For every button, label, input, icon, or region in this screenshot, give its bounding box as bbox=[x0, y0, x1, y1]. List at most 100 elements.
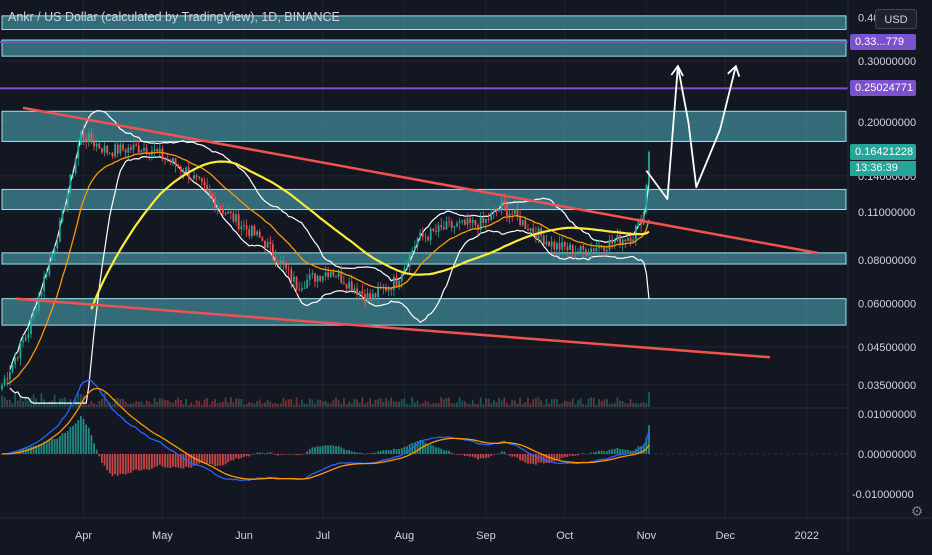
candle-body[interactable] bbox=[261, 237, 264, 241]
candle-body[interactable] bbox=[458, 221, 461, 224]
candle-body[interactable] bbox=[637, 218, 640, 226]
candle-body[interactable] bbox=[237, 214, 240, 230]
candle-body[interactable] bbox=[248, 229, 251, 237]
candle-body[interactable] bbox=[222, 208, 224, 214]
candle-body[interactable] bbox=[608, 239, 611, 250]
candle-body[interactable] bbox=[534, 232, 537, 240]
candle-body[interactable] bbox=[127, 147, 130, 153]
candle-body[interactable] bbox=[645, 185, 648, 212]
candle-body[interactable] bbox=[206, 185, 209, 190]
candle-body[interactable] bbox=[82, 131, 85, 139]
candle-body[interactable] bbox=[314, 273, 316, 282]
candle-body[interactable] bbox=[629, 237, 632, 242]
support-resistance-zone[interactable] bbox=[1, 39, 847, 57]
candle-body[interactable] bbox=[232, 213, 235, 222]
candle-body[interactable] bbox=[30, 318, 32, 334]
candle-body[interactable] bbox=[119, 144, 122, 154]
candle-body[interactable] bbox=[577, 251, 579, 253]
candle-body[interactable] bbox=[311, 273, 314, 275]
candle-body[interactable] bbox=[500, 200, 503, 209]
candle-body[interactable] bbox=[135, 144, 138, 146]
candle-body[interactable] bbox=[285, 264, 287, 269]
candle-body[interactable] bbox=[361, 291, 364, 295]
candle-body[interactable] bbox=[22, 340, 24, 343]
candle-body[interactable] bbox=[353, 288, 356, 291]
settings-icon[interactable]: ⚙ bbox=[910, 503, 924, 519]
candle-body[interactable] bbox=[427, 237, 429, 241]
candle-body[interactable] bbox=[66, 192, 69, 209]
candle-body[interactable] bbox=[14, 357, 17, 365]
candle-body[interactable] bbox=[421, 232, 424, 237]
candle-body[interactable] bbox=[161, 148, 164, 159]
candle-body[interactable] bbox=[40, 291, 43, 297]
candle-body[interactable] bbox=[611, 239, 614, 244]
candle-body[interactable] bbox=[293, 276, 295, 282]
candle-body[interactable] bbox=[545, 241, 548, 245]
candle-body[interactable] bbox=[445, 221, 448, 230]
candle-body[interactable] bbox=[511, 213, 514, 215]
candle-body[interactable] bbox=[282, 260, 285, 265]
candle-body[interactable] bbox=[8, 372, 11, 380]
candle-body[interactable] bbox=[642, 211, 645, 225]
candle-body[interactable] bbox=[414, 245, 416, 251]
candle-body[interactable] bbox=[542, 236, 545, 245]
candle-body[interactable] bbox=[306, 279, 308, 288]
candle-body[interactable] bbox=[27, 333, 30, 338]
candle-body[interactable] bbox=[474, 220, 477, 226]
candle-body[interactable] bbox=[111, 152, 114, 157]
candle-body[interactable] bbox=[137, 145, 140, 153]
candle-body[interactable] bbox=[571, 244, 574, 254]
candle-body[interactable] bbox=[364, 294, 366, 302]
candle-body[interactable] bbox=[574, 252, 577, 254]
candle-body[interactable] bbox=[145, 147, 148, 153]
candle-body[interactable] bbox=[603, 247, 606, 252]
candle-body[interactable] bbox=[182, 170, 185, 173]
candle-body[interactable] bbox=[387, 287, 390, 291]
candle-body[interactable] bbox=[229, 211, 232, 214]
candle-body[interactable] bbox=[442, 227, 445, 230]
candle-body[interactable] bbox=[345, 284, 348, 289]
support-resistance-zone[interactable] bbox=[1, 298, 847, 326]
candle-body[interactable] bbox=[553, 241, 556, 250]
candle-body[interactable] bbox=[634, 225, 637, 240]
candle-body[interactable] bbox=[566, 246, 569, 250]
candle-body[interactable] bbox=[337, 271, 340, 277]
candle-body[interactable] bbox=[303, 287, 306, 289]
candle-body[interactable] bbox=[371, 293, 374, 300]
candle-body[interactable] bbox=[390, 287, 393, 290]
candle-body[interactable] bbox=[406, 266, 408, 268]
candle-body[interactable] bbox=[64, 208, 67, 210]
candle-body[interactable] bbox=[403, 267, 406, 275]
candle-body[interactable] bbox=[156, 149, 159, 152]
candle-body[interactable] bbox=[271, 244, 274, 257]
candle-body[interactable] bbox=[624, 239, 627, 242]
candle-body[interactable] bbox=[211, 193, 214, 198]
candle-body[interactable] bbox=[498, 208, 500, 211]
candle-body[interactable] bbox=[616, 235, 619, 241]
candle-body[interactable] bbox=[319, 275, 322, 281]
candle-body[interactable] bbox=[16, 357, 19, 359]
candle-body[interactable] bbox=[490, 212, 493, 220]
horizontal-lines-layer[interactable] bbox=[0, 41, 848, 90]
candle-body[interactable] bbox=[287, 268, 290, 270]
candle-body[interactable] bbox=[195, 175, 198, 177]
candle-body[interactable] bbox=[492, 209, 495, 213]
candle-body[interactable] bbox=[529, 228, 532, 231]
candle-body[interactable] bbox=[32, 311, 35, 319]
candle-body[interactable] bbox=[369, 293, 372, 300]
candle-body[interactable] bbox=[463, 219, 466, 225]
candle-body[interactable] bbox=[45, 274, 48, 277]
candle-body[interactable] bbox=[450, 221, 453, 228]
candle-body[interactable] bbox=[416, 238, 419, 246]
candle-body[interactable] bbox=[619, 235, 621, 245]
candle-body[interactable] bbox=[95, 143, 98, 147]
candle-body[interactable] bbox=[321, 276, 324, 281]
candle-body[interactable] bbox=[579, 245, 582, 252]
candle-body[interactable] bbox=[129, 147, 132, 150]
candle-body[interactable] bbox=[487, 218, 490, 220]
candle-body[interactable] bbox=[240, 226, 243, 230]
candle-body[interactable] bbox=[295, 276, 298, 290]
candle-body[interactable] bbox=[56, 241, 59, 249]
candle-body[interactable] bbox=[77, 144, 80, 159]
